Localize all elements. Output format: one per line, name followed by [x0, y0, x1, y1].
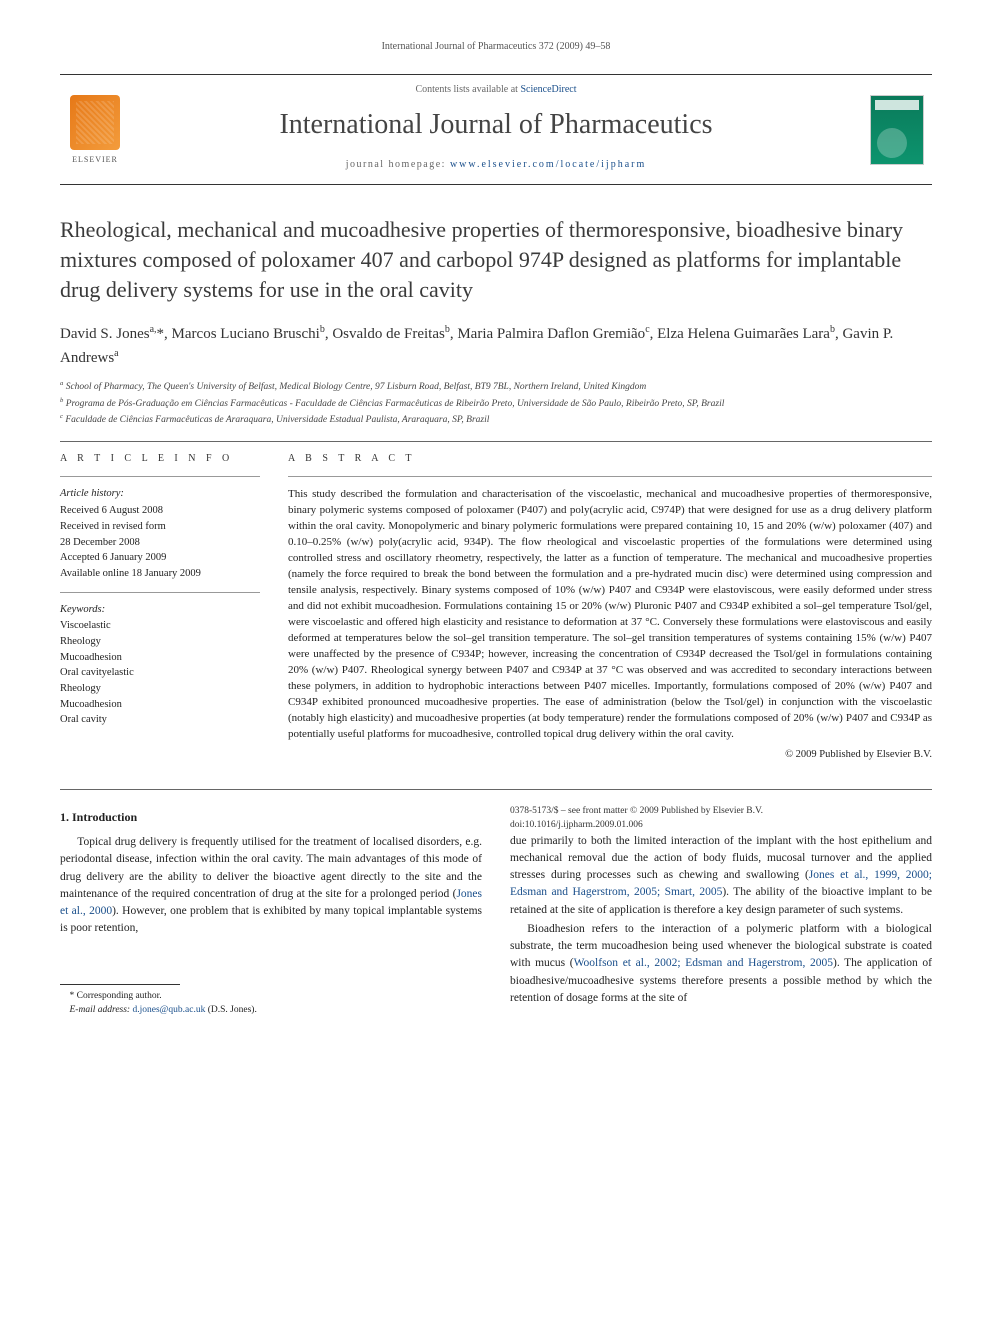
history-line: Available online 18 January 2009: [60, 567, 260, 582]
running-head: International Journal of Pharmaceutics 3…: [60, 40, 932, 54]
email-label: E-mail address:: [70, 1005, 133, 1015]
footer-meta: 0378-5173/$ – see front matter © 2009 Pu…: [510, 804, 932, 833]
email-link[interactable]: d.jones@qub.ac.uk: [132, 1005, 205, 1015]
history-line: Accepted 6 January 2009: [60, 551, 260, 566]
text: ). However, one problem that is exhibite…: [60, 905, 482, 934]
article-info-head: A R T I C L E I N F O: [60, 452, 260, 466]
affiliation: b Programa de Pós-Graduação em Ciências …: [60, 396, 932, 411]
keyword: Rheology: [60, 635, 260, 650]
keywords-label: Keywords:: [60, 603, 260, 618]
keyword: Oral cavity: [60, 713, 260, 728]
paragraph: due primarily to both the limited intera…: [510, 833, 932, 919]
keyword: Mucoadhesion: [60, 698, 260, 713]
journal-name: International Journal of Pharmaceutics: [140, 105, 852, 144]
section-heading: 1. Introduction: [60, 808, 482, 826]
footnote-rule: [60, 984, 180, 985]
journal-cover-thumb: [862, 75, 932, 184]
paragraph: Topical drug delivery is frequently util…: [60, 834, 482, 938]
divider: [288, 476, 932, 477]
homepage-prefix: journal homepage:: [346, 159, 450, 170]
keyword: Mucoadhesion: [60, 651, 260, 666]
abstract-text: This study described the formulation and…: [288, 487, 932, 742]
divider: [60, 789, 932, 790]
divider: [60, 592, 260, 593]
abstract-head: A B S T R A C T: [288, 452, 932, 466]
journal-header: ELSEVIER Contents lists available at Sci…: [60, 74, 932, 185]
text: Topical drug delivery is frequently util…: [60, 836, 482, 900]
sciencedirect-link[interactable]: ScienceDirect: [520, 84, 576, 95]
doi-line: doi:10.1016/j.ijpharm.2009.01.006: [510, 818, 932, 832]
affiliations: a School of Pharmacy, The Queen's Univer…: [60, 379, 932, 427]
article-info: A R T I C L E I N F O Article history: R…: [60, 452, 260, 763]
info-abstract-row: A R T I C L E I N F O Article history: R…: [60, 452, 932, 763]
email-line: E-mail address: d.jones@qub.ac.uk (D.S. …: [60, 1003, 482, 1017]
affiliation: a School of Pharmacy, The Queen's Univer…: [60, 379, 932, 394]
article-title: Rheological, mechanical and mucoadhesive…: [60, 215, 932, 304]
history-line: 28 December 2008: [60, 536, 260, 551]
keyword: Oral cavityelastic: [60, 666, 260, 681]
history-label: Article history:: [60, 487, 260, 502]
homepage-line: journal homepage: www.elsevier.com/locat…: [140, 158, 852, 172]
header-center: Contents lists available at ScienceDirec…: [130, 75, 862, 184]
elsevier-tree-icon: [70, 95, 120, 150]
paragraph: Bioadhesion refers to the interaction of…: [510, 921, 932, 1007]
abstract-copyright: © 2009 Published by Elsevier B.V.: [288, 748, 932, 763]
corresponding-author: * Corresponding author.: [60, 989, 482, 1003]
contents-prefix: Contents lists available at: [415, 84, 520, 95]
divider: [60, 476, 260, 477]
email-tail: (D.S. Jones).: [205, 1005, 256, 1015]
cover-icon: [870, 95, 924, 165]
affiliation: c Faculdade de Ciências Farmacêuticas de…: [60, 412, 932, 427]
history-line: Received in revised form: [60, 520, 260, 535]
divider: [60, 441, 932, 442]
abstract: A B S T R A C T This study described the…: [288, 452, 932, 763]
issn-line: 0378-5173/$ – see front matter © 2009 Pu…: [510, 804, 932, 818]
contents-line: Contents lists available at ScienceDirec…: [140, 83, 852, 97]
author-list: David S. Jonesa,*, Marcos Luciano Brusch…: [60, 322, 932, 369]
elsevier-logo: ELSEVIER: [60, 75, 130, 184]
keyword: Rheology: [60, 682, 260, 697]
citation-link[interactable]: Woolfson et al., 2002; Edsman and Hagers…: [574, 957, 833, 969]
homepage-link[interactable]: www.elsevier.com/locate/ijpharm: [450, 159, 646, 170]
elsevier-word: ELSEVIER: [72, 154, 118, 165]
corresponding-footnote: * Corresponding author. E-mail address: …: [60, 984, 482, 1018]
body-text: 1. Introduction Topical drug delivery is…: [60, 804, 932, 1022]
history-line: Received 6 August 2008: [60, 504, 260, 519]
keyword: Viscoelastic: [60, 619, 260, 634]
